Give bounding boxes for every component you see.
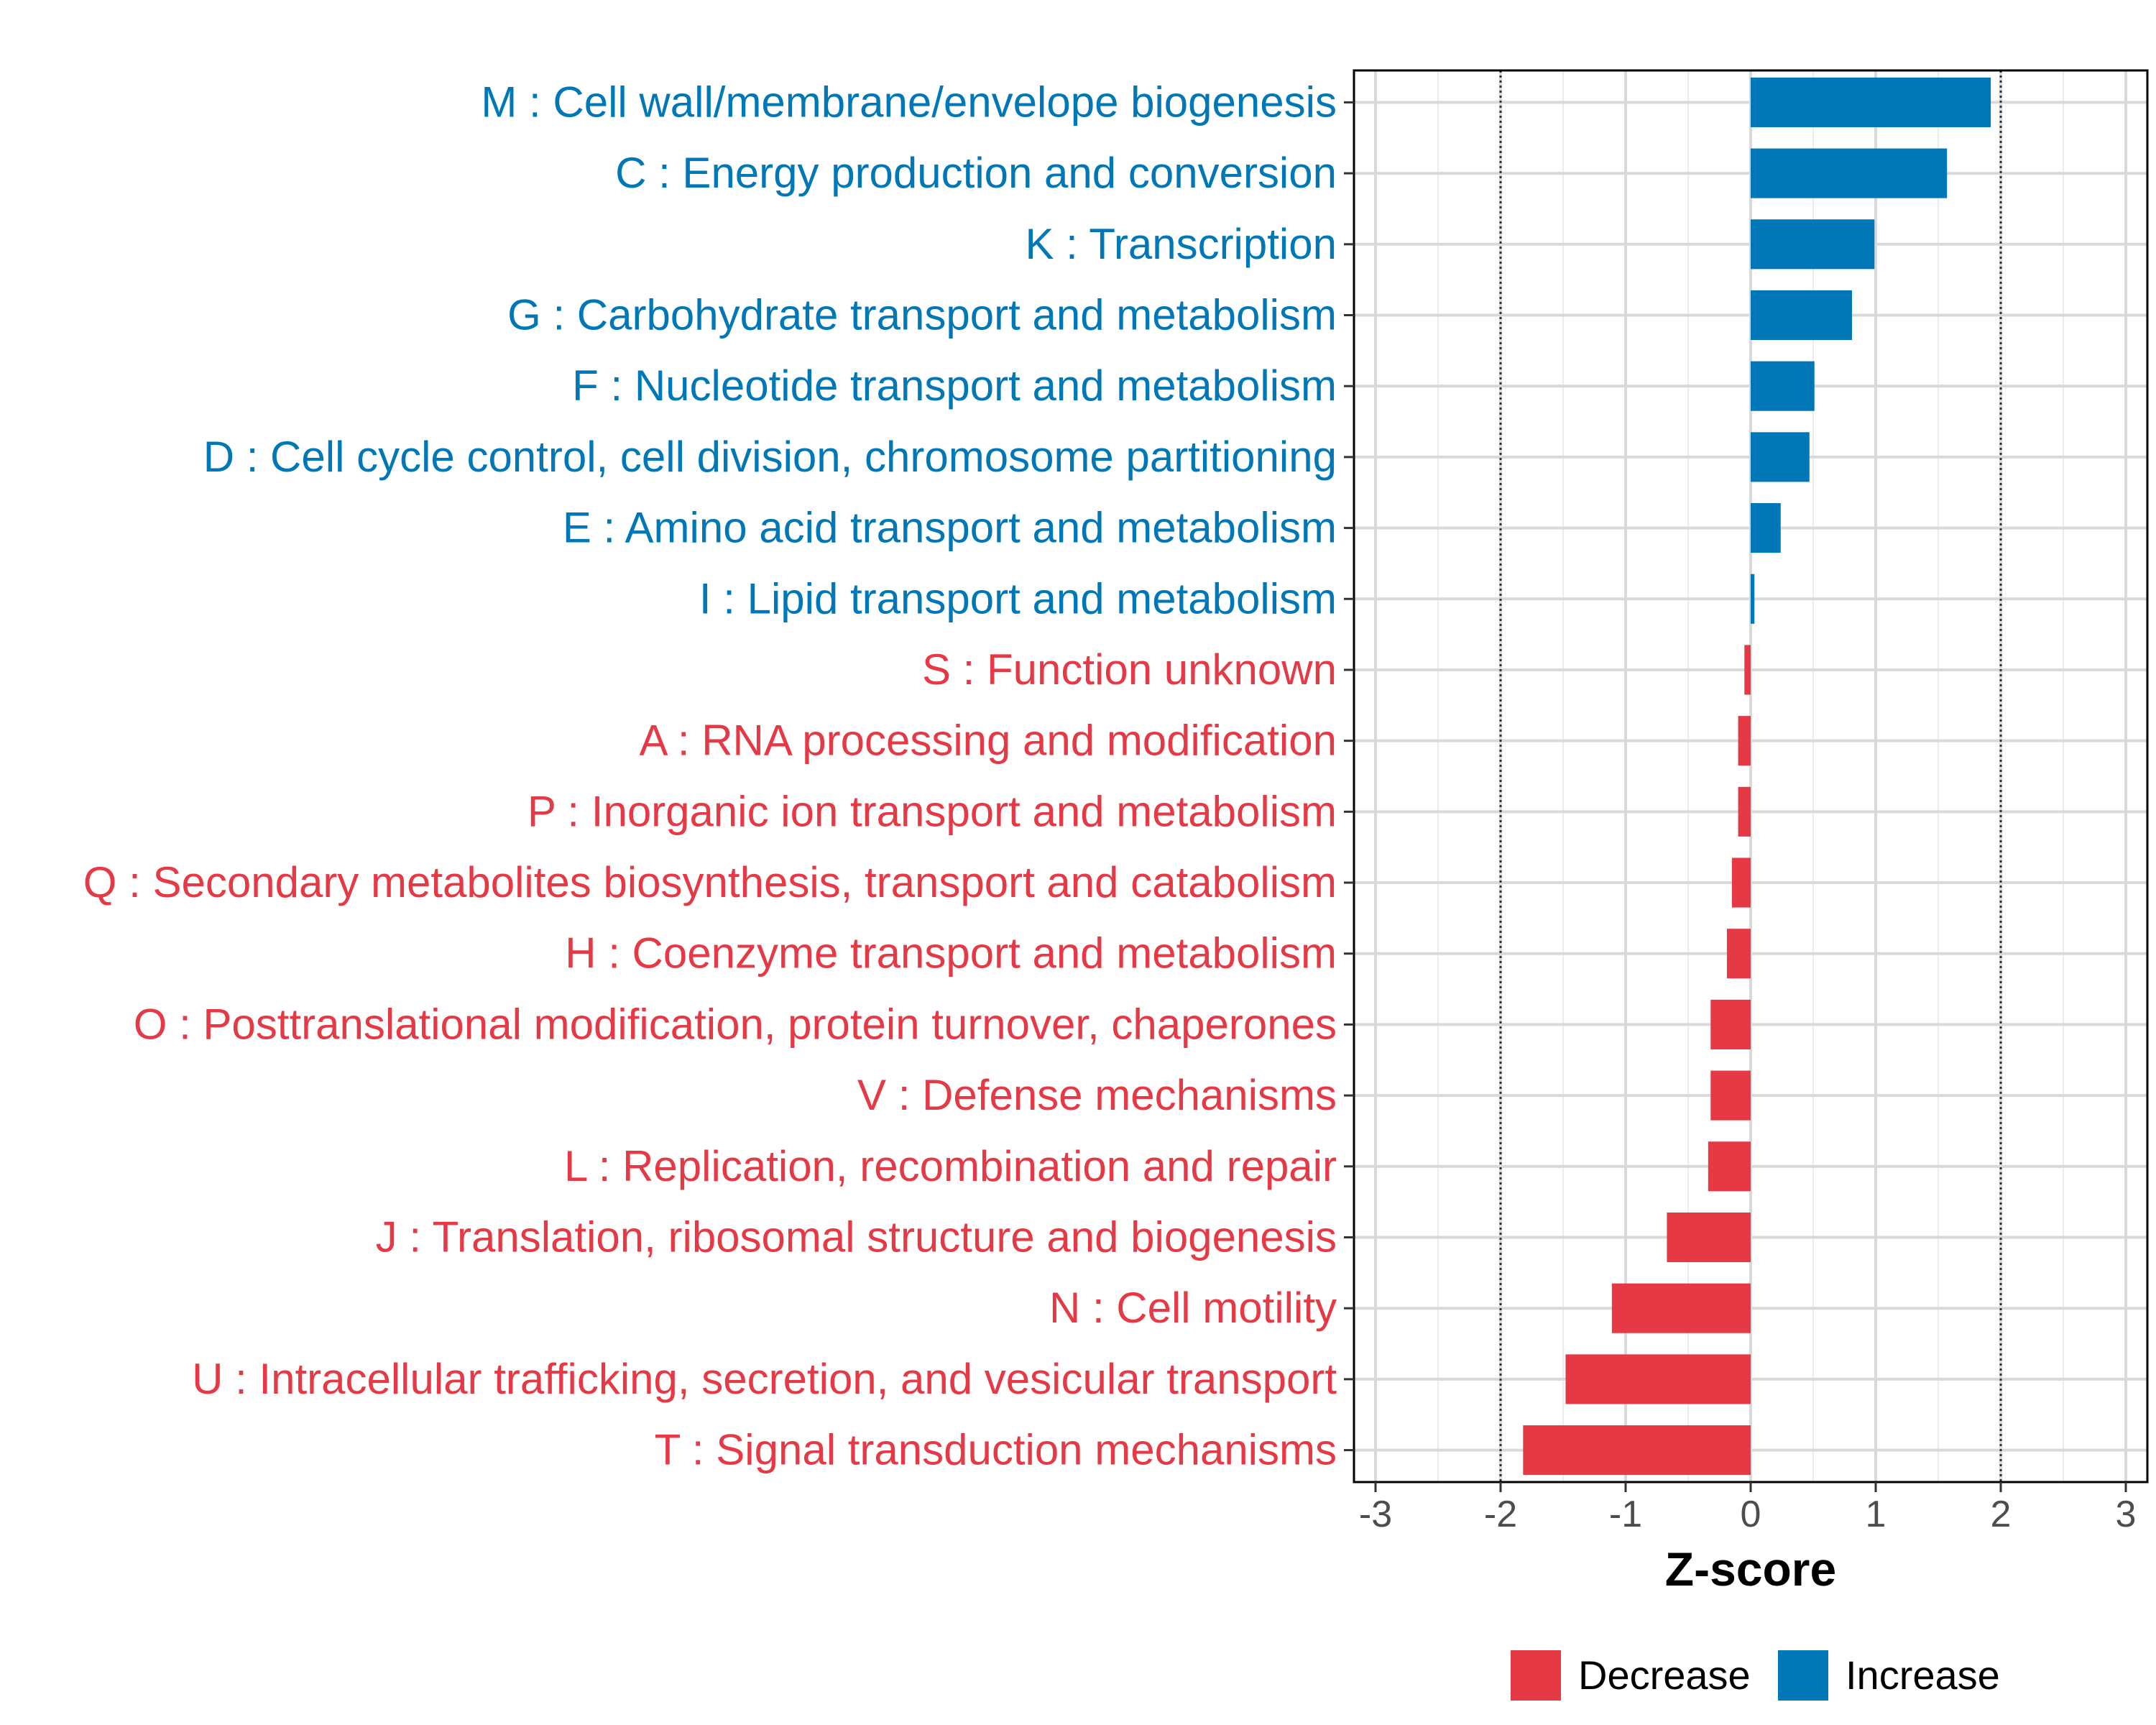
category-label: M : Cell wall/membrane/envelope biogenes…	[481, 78, 1337, 126]
category-label: C : Energy production and conversion	[615, 149, 1337, 197]
bar	[1565, 1354, 1751, 1404]
legend: Decrease Increase	[1511, 1650, 2000, 1701]
reference-lines	[1499, 70, 2002, 1482]
bar	[1751, 503, 1781, 553]
category-label: S : Function unknown	[922, 645, 1337, 694]
x-axis-title: Z-score	[1665, 1542, 1836, 1596]
bar	[1751, 290, 1852, 341]
bar	[1738, 716, 1751, 766]
category-label: D : Cell cycle control, cell division, c…	[203, 433, 1337, 481]
category-label: V : Defense mechanisms	[857, 1071, 1337, 1119]
legend-swatch	[1778, 1650, 1828, 1701]
bar	[1751, 574, 1755, 624]
category-label: E : Amino acid transport and metabolism	[563, 504, 1337, 552]
category-label: I : Lipid transport and metabolism	[699, 574, 1337, 622]
legend-swatch	[1511, 1650, 1561, 1701]
x-axis-ticks	[1374, 1482, 2127, 1492]
category-label: L : Replication, recombination and repai…	[564, 1142, 1337, 1190]
x-tick-label: 3	[2116, 1494, 2137, 1535]
bar	[1667, 1212, 1751, 1263]
category-label: K : Transcription	[1025, 220, 1337, 268]
legend-label: Increase	[1846, 1652, 2000, 1698]
bar	[1710, 1070, 1751, 1121]
category-label: F : Nucleotide transport and metabolism	[572, 362, 1337, 410]
bar	[1738, 786, 1751, 837]
bar	[1751, 77, 1991, 127]
bar	[1751, 219, 1875, 270]
bar	[1611, 1283, 1751, 1333]
category-label: A : RNA processing and modification	[639, 717, 1337, 765]
bar	[1751, 148, 1948, 198]
category-label: N : Cell motility	[1049, 1284, 1337, 1332]
bars	[1523, 77, 1991, 1476]
x-tick-label: -3	[1359, 1494, 1392, 1535]
y-axis-ticks	[1344, 101, 1354, 1452]
x-tick-label: 2	[1991, 1494, 2012, 1535]
category-label: J : Translation, ribosomal structure and…	[376, 1213, 1337, 1261]
category-label: P : Inorganic ion transport and metaboli…	[528, 787, 1337, 835]
bar	[1523, 1425, 1751, 1476]
category-label: O : Posttranslational modification, prot…	[134, 1000, 1337, 1048]
category-label: G : Carbohydrate transport and metabolis…	[507, 290, 1337, 339]
bar	[1710, 999, 1751, 1049]
category-label: Q : Secondary metabolites biosynthesis, …	[83, 858, 1337, 906]
bar	[1731, 857, 1751, 908]
category-label: T : Signal transduction mechanisms	[655, 1426, 1337, 1474]
bar	[1751, 432, 1810, 482]
category-label: H : Coenzyme transport and metabolism	[565, 929, 1337, 978]
x-axis-labels: -3 -2 -1 0 1 2 3	[1359, 1494, 2137, 1535]
x-tick-label: -1	[1609, 1494, 1642, 1535]
y-axis-labels: M : Cell wall/membrane/envelope biogenes…	[83, 78, 1337, 1473]
category-label: U : Intracellular trafficking, secretion…	[192, 1355, 1337, 1403]
bar	[1726, 929, 1751, 979]
bar	[1708, 1141, 1751, 1192]
x-tick-label: 1	[1866, 1494, 1886, 1535]
x-tick-label: 0	[1741, 1494, 1761, 1535]
bar	[1744, 645, 1751, 695]
bar	[1751, 361, 1815, 411]
x-tick-label: -2	[1484, 1494, 1517, 1535]
legend-label: Decrease	[1578, 1652, 1751, 1698]
